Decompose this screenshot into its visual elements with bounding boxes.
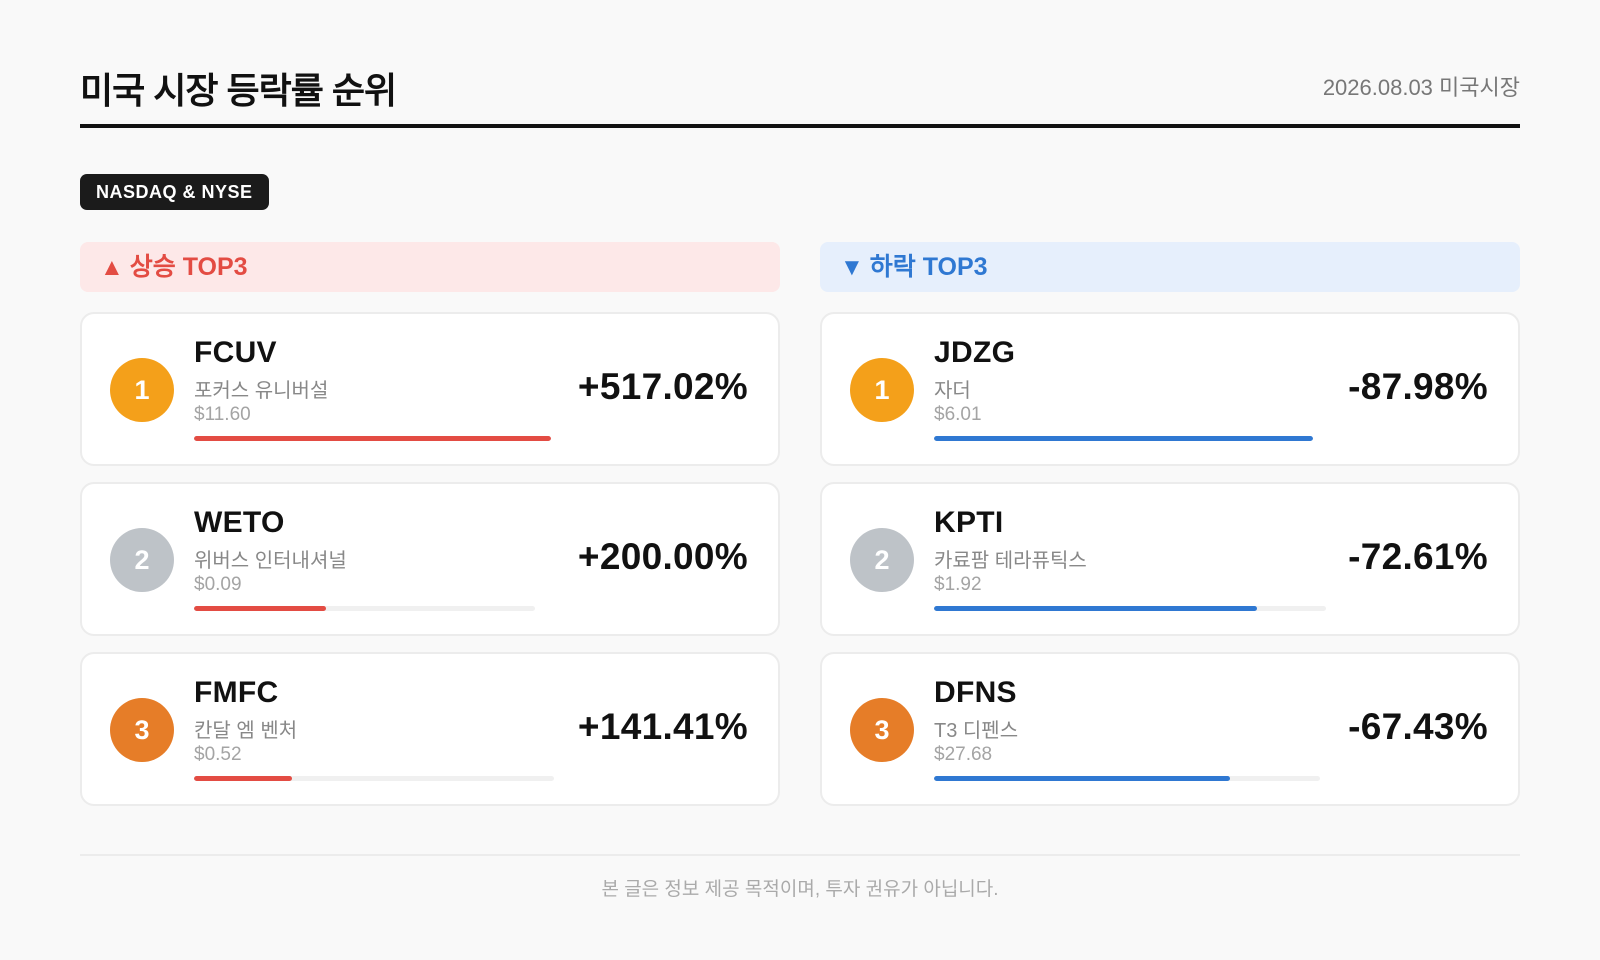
stock-card-loser-3: 3 DFNS T3 디펜스 $27.68 -67.43% xyxy=(820,652,1520,806)
rank-badge: 2 xyxy=(850,528,914,592)
stock-card-gainer-3: 3 FMFC 칸달 엠 벤처 $0.52 +141.41% xyxy=(80,652,780,806)
stock-name: 카료팜 테라퓨틱스 xyxy=(934,550,1087,572)
stock-price: $11.60 xyxy=(194,404,251,425)
stock-price: $0.52 xyxy=(194,744,242,765)
change-bar-fill xyxy=(194,776,293,781)
stock-card-gainer-2: 2 WETO 위버스 인터내셔널 $0.09 +200.00% xyxy=(80,482,780,636)
losers-header: ▼ 하락 TOP3 xyxy=(820,242,1520,292)
change-bar-track xyxy=(934,776,1320,781)
stock-name: 자더 xyxy=(934,380,971,402)
stock-card-loser-1: 1 JDZG 자더 $6.01 -87.98% xyxy=(820,312,1520,466)
stock-price: $6.01 xyxy=(934,404,982,425)
rank-badge: 3 xyxy=(850,698,914,762)
change-bar-track xyxy=(194,436,551,441)
change-percent: -67.43% xyxy=(1348,706,1488,747)
rank-badge: 2 xyxy=(110,528,174,592)
disclaimer: 본 글은 정보 제공 목적이며, 투자 권유가 아닙니다. xyxy=(80,854,1520,901)
rank-badge: 1 xyxy=(850,358,914,422)
stock-ticker: FMFC xyxy=(194,676,279,709)
change-percent: +517.02% xyxy=(577,366,748,407)
stock-ticker: KPTI xyxy=(934,506,1004,539)
stock-ticker: DFNS xyxy=(934,676,1017,709)
page-title: 미국 시장 등락률 순위 xyxy=(80,70,397,111)
market-badge: NASDAQ & NYSE xyxy=(80,174,269,210)
stock-ticker: FCUV xyxy=(194,336,277,369)
change-percent: +141.41% xyxy=(577,706,748,747)
page: 미국 시장 등락률 순위 2026.08.03 미국시장 NASDAQ & NY… xyxy=(80,0,1520,960)
change-percent: -87.98% xyxy=(1348,366,1488,407)
stock-name: 칸달 엠 벤처 xyxy=(194,720,298,742)
change-bar-track xyxy=(934,606,1326,611)
down-arrow-icon: ▼ xyxy=(840,254,864,281)
stock-ticker: WETO xyxy=(194,506,285,539)
change-bar-fill xyxy=(934,776,1230,781)
losers-column: ▼ 하락 TOP3 1 JDZG 자더 $6.01 -87.98% 2 KPTI … xyxy=(820,242,1520,806)
stock-price: $27.68 xyxy=(934,744,993,765)
stock-price: $1.92 xyxy=(934,574,982,595)
stock-card-loser-2: 2 KPTI 카료팜 테라퓨틱스 $1.92 -72.61% xyxy=(820,482,1520,636)
stock-ticker: JDZG xyxy=(934,336,1016,369)
stock-card-gainer-1: 1 FCUV 포커스 유니버설 $11.60 +517.02% xyxy=(80,312,780,466)
up-arrow-icon: ▲ xyxy=(100,254,124,281)
stock-name: 위버스 인터내셔널 xyxy=(194,550,347,572)
gainers-header: ▲ 상승 TOP3 xyxy=(80,242,780,292)
change-percent: +200.00% xyxy=(577,536,748,577)
rank-badge: 3 xyxy=(110,698,174,762)
stock-price: $0.09 xyxy=(194,574,242,595)
gainers-label: 상승 TOP3 xyxy=(129,253,248,281)
change-percent: -72.61% xyxy=(1348,536,1488,577)
change-bar-track xyxy=(194,606,535,611)
header: 미국 시장 등락률 순위 2026.08.03 미국시장 xyxy=(80,62,1520,128)
losers-label: 하락 TOP3 xyxy=(869,253,988,281)
change-bar-fill xyxy=(934,436,1313,441)
stock-name: T3 디펜스 xyxy=(934,720,1019,742)
change-bar-track xyxy=(934,436,1313,441)
market-date: 2026.08.03 미국시장 xyxy=(1322,75,1520,100)
change-bar-fill xyxy=(194,436,551,441)
change-bar-fill xyxy=(194,606,326,611)
gainers-column: ▲ 상승 TOP3 1 FCUV 포커스 유니버설 $11.60 +517.02%… xyxy=(80,242,780,806)
rank-badge: 1 xyxy=(110,358,174,422)
change-bar-fill xyxy=(934,606,1258,611)
change-bar-track xyxy=(194,776,554,781)
stock-name: 포커스 유니버설 xyxy=(194,380,329,402)
